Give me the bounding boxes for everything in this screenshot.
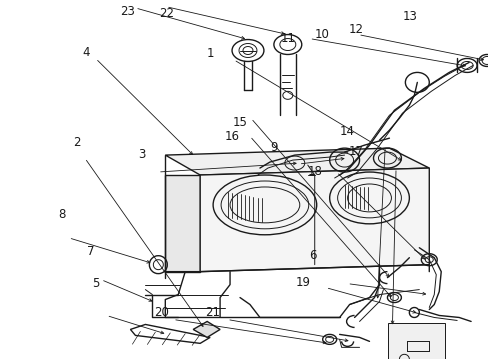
Text: 22: 22 [159, 7, 174, 20]
Text: 7: 7 [87, 245, 95, 258]
Polygon shape [165, 148, 428, 175]
Text: 23: 23 [120, 5, 135, 18]
Text: 12: 12 [348, 23, 363, 36]
Polygon shape [193, 321, 220, 337]
Text: 19: 19 [295, 276, 310, 289]
Text: 11: 11 [280, 32, 295, 45]
Text: 21: 21 [205, 306, 220, 319]
Text: 6: 6 [308, 249, 316, 262]
Text: 3: 3 [138, 148, 145, 161]
Text: 18: 18 [307, 165, 322, 177]
Text: 1: 1 [206, 47, 214, 60]
FancyBboxPatch shape [387, 323, 444, 360]
Text: 20: 20 [154, 306, 169, 319]
Text: 16: 16 [224, 130, 239, 144]
Text: 4: 4 [82, 46, 90, 59]
Text: 15: 15 [232, 116, 246, 129]
Text: 2: 2 [73, 136, 80, 149]
Text: 10: 10 [314, 28, 329, 41]
Text: 13: 13 [402, 10, 417, 23]
Text: 8: 8 [58, 208, 65, 221]
Text: 9: 9 [269, 141, 277, 154]
Text: 5: 5 [92, 278, 100, 291]
Text: 17: 17 [348, 145, 363, 158]
Polygon shape [165, 175, 200, 272]
Polygon shape [200, 168, 428, 272]
Text: 14: 14 [339, 125, 354, 138]
